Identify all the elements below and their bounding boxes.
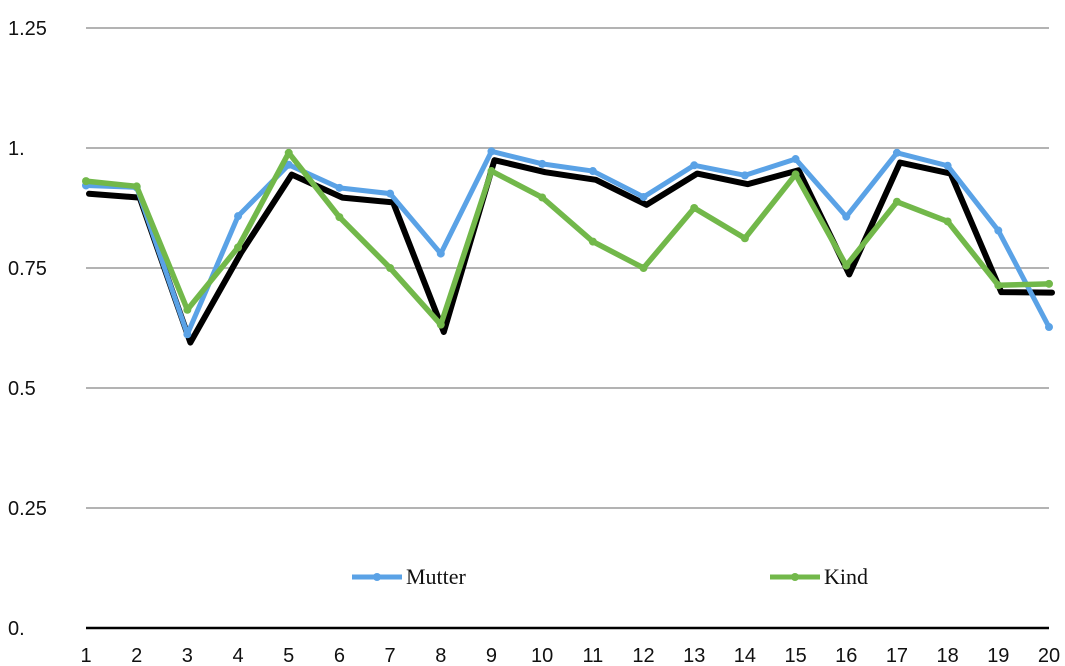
series-lines [82,147,1053,339]
legend-item-mutter: Mutter [352,564,467,589]
data-point-kind [588,237,597,246]
legend-label-mutter: Mutter [406,564,467,589]
x-tick-label: 5 [283,645,294,666]
series-kind [82,148,1053,329]
data-point-mutter [740,171,749,180]
legend-label-kind: Kind [824,564,868,589]
x-tick-label: 4 [232,645,243,666]
x-tick-label: 12 [632,645,654,666]
data-point-kind [132,182,141,191]
data-point-kind [436,320,445,329]
y-tick-label: 0. [8,618,25,640]
y-tick-label: 1. [8,138,25,160]
data-point-mutter [842,212,851,221]
data-point-mutter [1045,323,1053,332]
data-point-kind [82,177,90,186]
data-point-kind [234,243,243,252]
x-tick-label: 10 [531,645,553,666]
data-point-mutter [588,167,597,176]
data-point-mutter [335,183,344,192]
legend-marker-mutter [373,573,381,581]
x-tick-label: 1 [80,645,91,666]
series-shadow [86,157,1055,346]
y-axis-tick-labels: 0. 0.25 0.5 0.75 1. 1.25 [8,18,47,640]
y-tick-label: 0.5 [8,378,36,400]
grid-lines [86,27,1049,630]
y-tick-label: 0.75 [8,258,47,280]
x-tick-label: 3 [182,645,193,666]
data-point-kind [335,213,344,222]
data-point-mutter [284,160,293,169]
data-point-kind [791,170,800,179]
x-tick-label: 16 [835,645,857,666]
legend: Mutter Kind [352,564,868,589]
x-axis-tick-labels: 1 2 3 4 5 6 7 8 9 10 11 12 13 14 15 16 17 18 19 20 [80,645,1060,666]
data-point-kind [1045,279,1053,288]
x-tick-label: 20 [1038,645,1060,666]
data-point-kind [639,264,648,272]
data-point-mutter [386,189,395,198]
data-point-kind [487,167,496,176]
legend-marker-kind [791,573,799,581]
data-point-mutter [994,226,1003,235]
x-tick-label: 11 [582,645,603,666]
x-tick-label: 13 [683,645,705,666]
series-line-kind [83,150,1052,328]
data-point-kind [538,193,547,202]
x-tick-label: 15 [784,645,806,666]
legend-item-kind: Kind [770,564,868,589]
data-point-mutter [234,212,243,221]
data-point-kind [690,204,699,212]
data-point-mutter [183,330,192,339]
x-tick-label: 17 [886,645,908,666]
data-point-mutter [436,249,445,258]
x-tick-label: 19 [987,645,1009,666]
data-point-mutter [892,148,901,157]
data-point-kind [183,305,192,314]
data-point-mutter [639,192,648,201]
series-line-mutter [83,148,1052,337]
data-point-kind [740,234,749,243]
shadow-line [86,157,1055,346]
y-tick-label: 0.25 [8,498,47,520]
x-tick-label: 2 [131,645,142,666]
x-tick-label: 18 [937,645,959,666]
x-tick-label: 6 [334,645,345,666]
x-tick-label: 14 [734,645,756,666]
data-point-kind [892,197,901,206]
data-point-mutter [690,161,699,170]
data-point-kind [386,264,395,272]
data-point-kind [943,217,952,226]
data-point-kind [284,148,293,157]
x-tick-label: 8 [435,645,446,666]
data-point-mutter [791,155,800,164]
data-point-mutter [487,147,496,156]
data-point-mutter [538,159,547,168]
x-tick-label: 9 [486,645,497,666]
data-point-mutter [943,161,952,170]
data-point-kind [842,261,851,270]
data-point-kind [994,281,1003,290]
x-tick-label: 7 [385,645,396,666]
y-tick-label: 1.25 [8,18,47,40]
